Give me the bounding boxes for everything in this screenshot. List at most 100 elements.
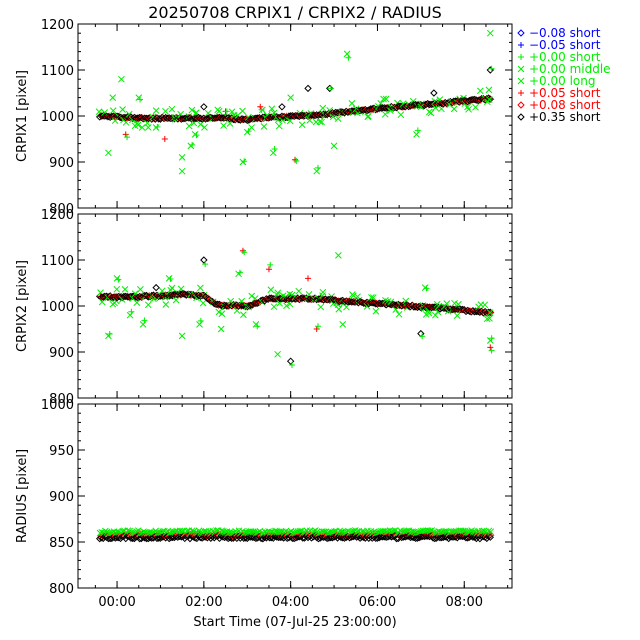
legend-entry: +0.35 short xyxy=(517,110,601,124)
plus-icon xyxy=(518,54,524,60)
data-point xyxy=(451,299,458,307)
data-point xyxy=(328,534,337,542)
data-point xyxy=(132,533,140,541)
data-point xyxy=(487,528,495,536)
data-point xyxy=(144,124,152,131)
outlier-point xyxy=(271,145,278,152)
data-point xyxy=(113,285,121,293)
data-point xyxy=(267,286,275,294)
outlier-point xyxy=(165,275,173,282)
data-point xyxy=(486,315,493,322)
outlier-point xyxy=(293,157,300,164)
data-point xyxy=(340,534,349,542)
outlier-point xyxy=(152,283,160,292)
data-point xyxy=(319,288,327,296)
data-point xyxy=(420,532,429,541)
data-point xyxy=(317,303,325,311)
data-point xyxy=(142,534,151,543)
outlier-point xyxy=(217,325,225,333)
data-point xyxy=(278,533,286,541)
y-tick-label: 800 xyxy=(49,392,74,407)
panel-1: 800 900 1000 1100 1200 CRPIX1 [pixel] xyxy=(15,18,513,217)
data-point xyxy=(474,307,482,316)
data-point xyxy=(106,534,114,543)
outlier-point xyxy=(139,321,147,328)
outlier-point xyxy=(265,266,272,273)
legend-entry: −0.08 short xyxy=(517,26,601,40)
outlier-point xyxy=(330,142,338,150)
data-point xyxy=(283,302,290,310)
data-point xyxy=(312,111,321,119)
data-point xyxy=(431,311,439,319)
outlier-point xyxy=(236,269,243,276)
data-point xyxy=(240,311,247,319)
data-point xyxy=(119,106,126,113)
outlier-point xyxy=(239,158,247,166)
data-point xyxy=(462,534,470,542)
data-point xyxy=(168,105,176,113)
outlier-point xyxy=(113,275,121,282)
data-point xyxy=(133,299,141,306)
data-point xyxy=(215,107,223,115)
legend-entry: +0.00 long xyxy=(517,74,596,88)
outlier-point xyxy=(106,330,113,337)
data-point xyxy=(391,301,399,309)
data-point xyxy=(458,305,467,314)
data-point xyxy=(395,310,403,318)
data-point xyxy=(380,95,387,103)
data-point xyxy=(467,96,475,104)
outlier-point xyxy=(304,84,312,93)
data-points xyxy=(95,527,495,543)
data-point xyxy=(197,284,204,292)
outlier-point xyxy=(167,275,174,282)
data-point xyxy=(207,534,215,542)
data-point xyxy=(483,534,491,543)
data-point xyxy=(97,534,106,542)
data-point xyxy=(228,108,236,116)
outlier-point xyxy=(287,94,295,101)
outlier-point xyxy=(488,347,495,354)
y-tick-label: 950 xyxy=(49,444,74,459)
outlier-point xyxy=(178,332,186,340)
outlier-point xyxy=(417,329,425,338)
outlier-point xyxy=(487,344,494,351)
data-point xyxy=(397,111,405,119)
y-tick-label: 1000 xyxy=(41,110,74,125)
data-point xyxy=(372,534,380,543)
x-tick-label: 08:00 xyxy=(446,595,483,610)
data-point xyxy=(283,534,291,543)
diamond-icon xyxy=(517,113,525,121)
legend-entry: −0.05 short xyxy=(518,38,601,52)
data-point xyxy=(427,109,435,117)
data-point xyxy=(369,294,377,301)
data-point xyxy=(443,300,451,308)
data-point xyxy=(293,112,302,120)
data-point xyxy=(144,301,152,309)
data-point xyxy=(488,532,495,539)
data-point xyxy=(138,124,146,131)
outlier-point xyxy=(200,103,208,111)
outlier-point xyxy=(239,247,246,254)
data-point xyxy=(298,121,306,129)
outlier-point xyxy=(421,284,429,291)
data-points xyxy=(95,29,495,175)
y-tick-label: 800 xyxy=(49,202,74,217)
data-point xyxy=(372,307,380,315)
data-point xyxy=(465,105,472,113)
outlier-point xyxy=(257,103,264,110)
data-point xyxy=(220,122,227,129)
outlier-point xyxy=(288,361,295,368)
outlier-point xyxy=(152,124,160,131)
y-axis-label: CRPIX2 [pixel] xyxy=(15,260,30,352)
outlier-point xyxy=(414,127,421,134)
outlier-point xyxy=(189,141,196,148)
outlier-point xyxy=(419,333,426,340)
data-point xyxy=(162,301,170,308)
data-point xyxy=(270,303,278,311)
y-tick-label: 1000 xyxy=(41,300,74,315)
cross-icon xyxy=(517,77,525,85)
diamond-icon xyxy=(517,29,525,37)
data-point xyxy=(335,305,343,313)
data-point xyxy=(199,299,207,307)
outlier-point xyxy=(223,108,230,115)
